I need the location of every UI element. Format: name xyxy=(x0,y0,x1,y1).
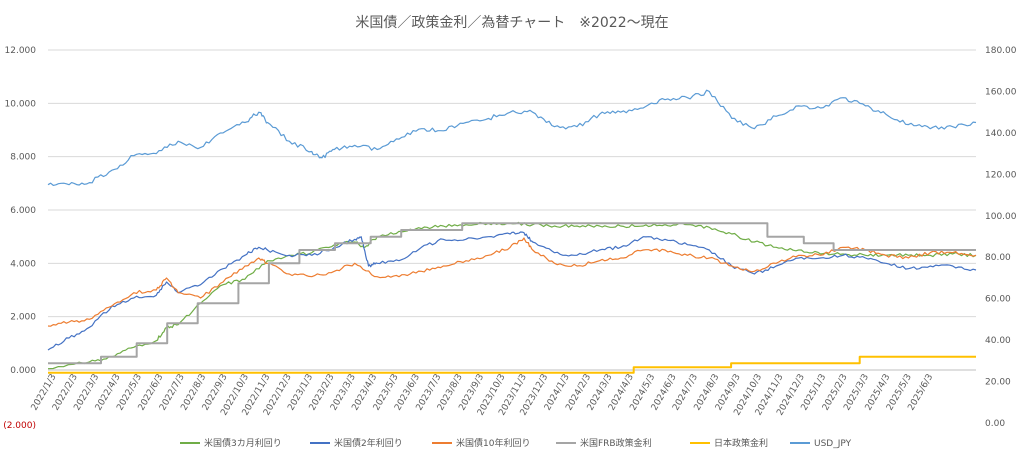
left-tick-label: 12.000 xyxy=(5,46,37,56)
left-tick-label: 6.000 xyxy=(10,206,36,216)
right-tick-label: 100.00 xyxy=(985,212,1017,222)
gridlines xyxy=(48,49,976,371)
right-tick-label: 120.00 xyxy=(985,170,1017,180)
legend-label: 米国債10年利回り xyxy=(456,437,530,449)
right-axis: 0.00 20.00 40.00 60.00 80.00 100.00 120.00 140.… xyxy=(985,46,1017,429)
series-line xyxy=(48,222,976,365)
right-tick-label: 40.00 xyxy=(985,336,1011,346)
x-axis: 2022/1/32022/2/32022/3/32022/4/32022/5/3… xyxy=(30,369,976,417)
legend-label: 米国債3カ月利回り xyxy=(204,437,282,449)
right-tick-label: 60.00 xyxy=(985,295,1011,305)
left-tick-label: 10.000 xyxy=(5,99,37,109)
right-tick-label: 20.00 xyxy=(985,378,1011,388)
chart-title: 米国債／政策金利／為替チャート ※2022～現在 xyxy=(355,14,668,31)
legend-label: 米国FRB政策金利 xyxy=(580,437,652,449)
series-lines xyxy=(47,89,977,374)
left-tick-label: 0.000 xyxy=(10,366,36,376)
right-tick-label: 180.00 xyxy=(985,46,1017,56)
series-line xyxy=(47,237,977,327)
series-line xyxy=(47,89,977,186)
left-tick-label: 4.000 xyxy=(10,259,36,269)
series-line xyxy=(47,231,977,351)
right-tick-label: 160.00 xyxy=(985,87,1017,97)
series-line xyxy=(48,355,976,374)
legend-label: 日本政策金利 xyxy=(714,437,768,449)
left-axis: (2.000) 0.000 2.000 4.000 6.000 8.000 10.000 12… xyxy=(3,46,36,431)
left-tick-label: 2.000 xyxy=(10,313,36,323)
right-tick-label: 0.00 xyxy=(985,419,1005,429)
legend: 米国債3カ月利回り 米国債2年利回り 米国債10年利回り 米国FRB政策金利 日本政策金… xyxy=(180,437,852,449)
legend-label: USD_JPY xyxy=(814,439,852,449)
left-tick-label: (2.000) xyxy=(3,421,36,431)
right-tick-label: 80.00 xyxy=(985,253,1011,263)
legend-label: 米国債2年利回り xyxy=(334,437,403,449)
left-tick-label: 8.000 xyxy=(10,153,36,163)
right-tick-label: 140.00 xyxy=(985,129,1017,139)
